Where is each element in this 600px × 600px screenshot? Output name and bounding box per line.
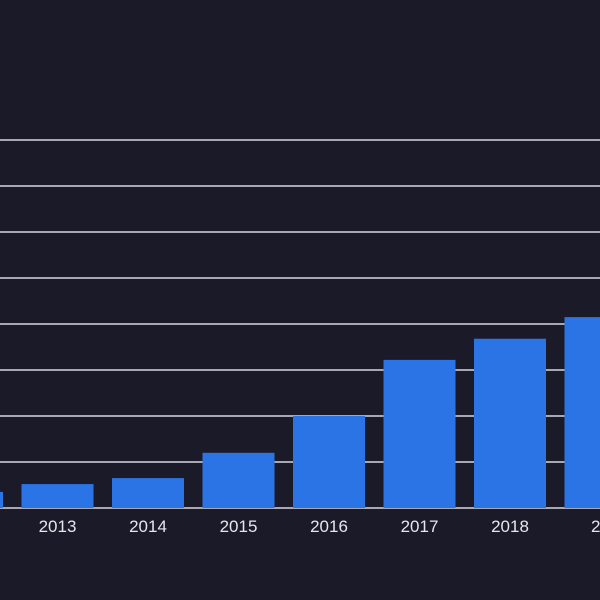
x-tick-label: 2018 <box>491 517 529 536</box>
bar-2017 <box>383 359 456 508</box>
x-tick-labels: 2013 2014 2015 2016 2017 2018 20 <box>39 517 600 536</box>
bar-2018 <box>474 338 546 508</box>
bar-2013 <box>21 484 94 508</box>
x-tick-label: 20 <box>591 517 600 536</box>
bar-2014 <box>112 478 184 508</box>
x-tick-label: 2017 <box>401 517 439 536</box>
x-tick-label: 2016 <box>310 517 348 536</box>
x-tick-label: 2013 <box>39 517 77 536</box>
bar-2015 <box>202 452 275 508</box>
bars <box>0 317 600 508</box>
bar-2016 <box>293 416 365 508</box>
bar-2012 <box>0 491 3 508</box>
x-tick-label: 2014 <box>129 517 167 536</box>
bar-2019 <box>564 317 600 508</box>
x-tick-label: 2015 <box>220 517 258 536</box>
